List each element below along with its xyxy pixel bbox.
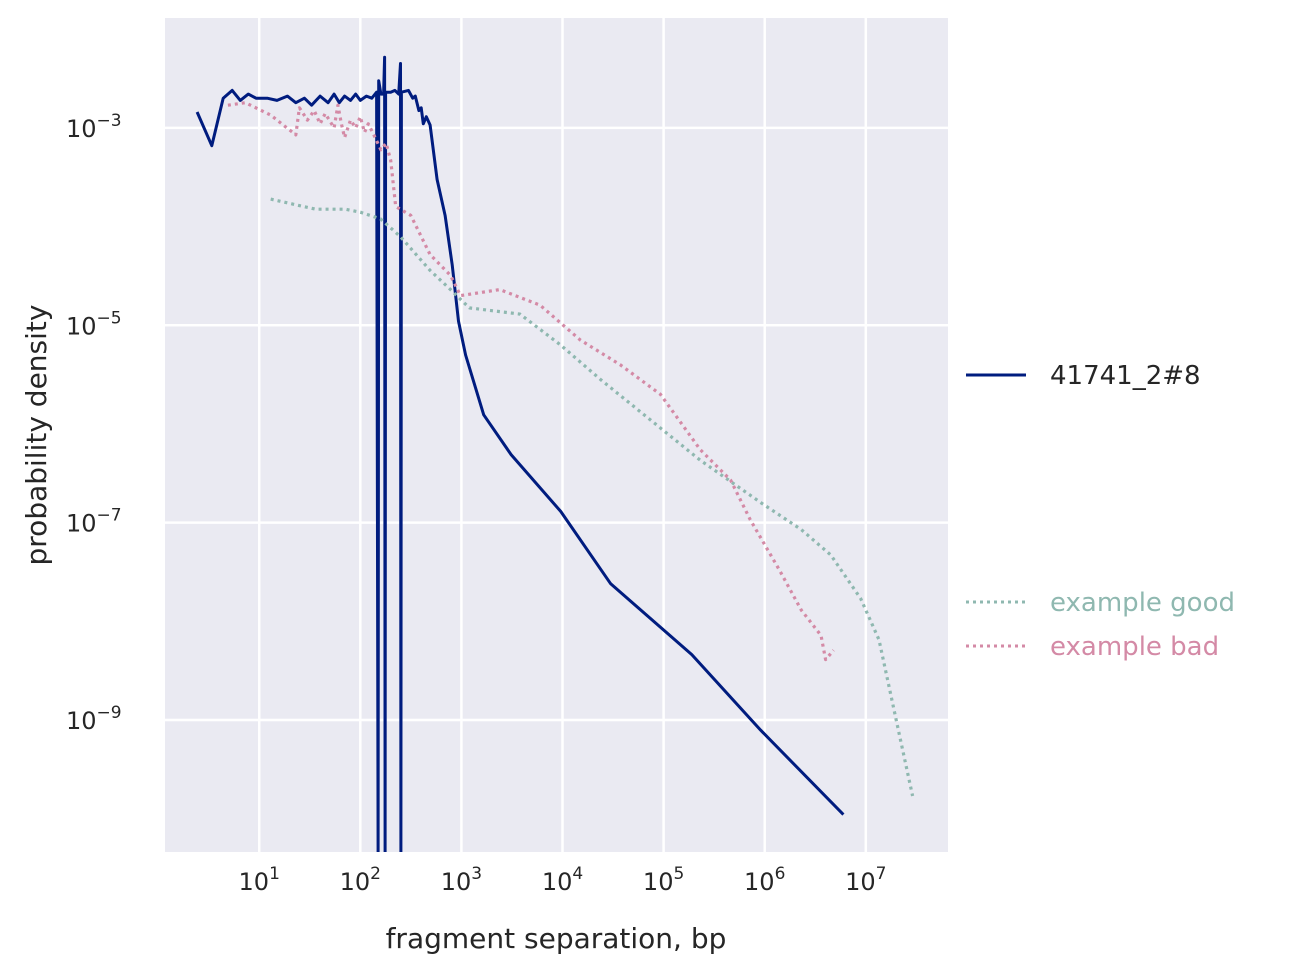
series-line-2 [227,101,835,662]
y-tick-label: 10−7 [66,506,122,538]
x-axis-label: fragment separation, bp [386,922,727,955]
series-lines [195,55,915,852]
legend-label: example good [1050,588,1235,618]
y-tick-label: 10−9 [66,703,122,735]
grid [165,18,948,852]
x-tick-label: 102 [340,864,381,896]
x-tick-labels: 101 102 103 104 105 106 107 [239,864,887,896]
x-tick-label: 104 [542,864,583,896]
y-axis-label: probability density [20,305,53,566]
x-tick-label: 101 [239,864,280,896]
x-tick-label: 106 [744,864,785,896]
x-tick-label: 103 [441,864,482,896]
legend-label: example bad [1050,632,1219,662]
y-tick-label: 10−5 [66,308,122,340]
y-tick-label: 10−3 [66,111,122,143]
series-line-1 [270,197,915,797]
legend-label: 41741_2#8 [1050,361,1201,391]
y-tick-labels: 10−3 10−5 10−7 10−9 [66,111,122,735]
x-tick-label: 107 [845,864,886,896]
x-tick-label: 105 [643,864,684,896]
plot-area [165,18,948,852]
series-line-0 [195,55,845,852]
